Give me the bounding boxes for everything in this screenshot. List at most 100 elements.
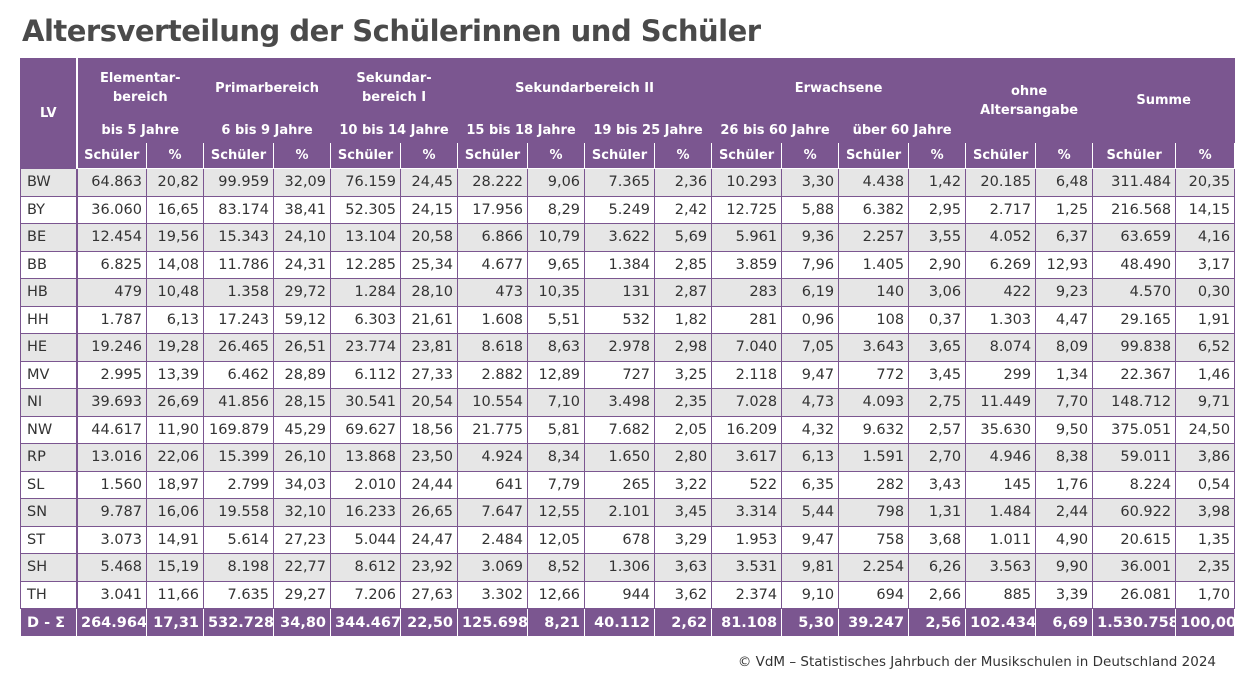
cell-count: 13.104: [330, 223, 402, 252]
cell-percent: 8,52: [527, 553, 586, 582]
cell-count: 1.484: [965, 498, 1037, 527]
cell-count: 265: [584, 471, 656, 499]
header-sekundarbereich-2: Sekundarbereich II: [457, 58, 713, 118]
cell-count: 532: [584, 306, 656, 334]
cell-count: 3.531: [711, 553, 783, 582]
cell-count: 422: [965, 278, 1037, 307]
header-schueler: Schüler: [330, 142, 402, 169]
header-sekundarbereich-1: Sekundar- bereich I: [330, 58, 459, 118]
cell-percent: 9,36: [781, 223, 840, 252]
cell-percent: 19,56: [145, 223, 205, 252]
page-title: Altersverteilung der Schülerinnen und Sc…: [22, 14, 761, 48]
cell-count: 282: [838, 471, 910, 499]
total-count: 264.964: [76, 608, 147, 637]
cell-percent: 45,29: [273, 416, 332, 444]
cell-percent: 12,93: [1035, 251, 1094, 279]
cell-count: 3.069: [457, 553, 529, 582]
cell-count: 944: [584, 581, 656, 609]
cell-percent: 9,81: [781, 553, 840, 582]
cell-percent: 32,09: [273, 168, 332, 197]
cell-count: 216.568: [1092, 196, 1177, 224]
cell-count: 10.293: [711, 168, 783, 197]
cell-count: 5.044: [330, 526, 402, 554]
cell-count: 479: [76, 278, 147, 307]
cell-count: 21.775: [457, 416, 529, 444]
cell-count: 23.774: [330, 333, 402, 362]
cell-count: 3.859: [711, 251, 783, 279]
cell-count: 63.659: [1092, 223, 1177, 252]
cell-percent: 8,34: [527, 443, 586, 472]
cell-count: 4.924: [457, 443, 529, 472]
table-row: RP 13.016 22,06 15.399 26,10 13.868 23,50 4.924…: [20, 443, 1236, 472]
cell-percent: 2,36: [654, 168, 713, 197]
cell-count: 7.682: [584, 416, 656, 444]
row-state-code: BY: [20, 196, 78, 224]
header-percent: %: [400, 142, 459, 169]
cell-count: 3.073: [76, 526, 147, 554]
cell-count: 13.016: [76, 443, 147, 472]
cell-percent: 20,54: [400, 388, 459, 417]
cell-count: 6.112: [330, 361, 402, 389]
header-schueler: Schüler: [838, 142, 910, 169]
row-state-code: BE: [20, 223, 78, 252]
cell-count: 41.856: [203, 388, 275, 417]
cell-percent: 9,50: [1035, 416, 1094, 444]
header-percent: %: [1035, 142, 1094, 169]
cell-count: 9.632: [838, 416, 910, 444]
cell-count: 772: [838, 361, 910, 389]
total-percent: 6,69: [1035, 608, 1094, 637]
cell-percent: 7,10: [527, 388, 586, 417]
cell-percent: 7,70: [1035, 388, 1094, 417]
cell-percent: 9,47: [781, 526, 840, 554]
cell-percent: 1,76: [1035, 471, 1094, 499]
header-percent: %: [654, 142, 713, 169]
cell-count: 727: [584, 361, 656, 389]
cell-count: 16.209: [711, 416, 783, 444]
cell-count: 3.563: [965, 553, 1037, 582]
cell-count: 169.879: [203, 416, 275, 444]
cell-percent: 2,70: [908, 443, 967, 472]
cell-count: 15.343: [203, 223, 275, 252]
cell-percent: 27,23: [273, 526, 332, 554]
cell-percent: 20,35: [1175, 168, 1236, 197]
total-percent: 100,00: [1175, 608, 1236, 637]
cell-count: 7.206: [330, 581, 402, 609]
cell-count: 108: [838, 306, 910, 334]
total-percent: 2,56: [908, 608, 967, 637]
cell-count: 375.051: [1092, 416, 1177, 444]
header-percent: %: [908, 142, 967, 169]
table-row: BE 12.454 19,56 15.343 24,10 13.104 20,58 6.866…: [20, 223, 1236, 252]
cell-percent: 1,31: [908, 498, 967, 527]
cell-count: 2.717: [965, 196, 1037, 224]
total-percent: 34,80: [273, 608, 332, 637]
cell-count: 99.838: [1092, 333, 1177, 362]
cell-percent: 3,45: [654, 498, 713, 527]
cell-count: 5.614: [203, 526, 275, 554]
cell-percent: 26,10: [273, 443, 332, 472]
cell-percent: 4,16: [1175, 223, 1236, 252]
cell-percent: 24,31: [273, 251, 332, 279]
cell-count: 8.224: [1092, 471, 1177, 499]
cell-count: 2.799: [203, 471, 275, 499]
cell-count: 6.269: [965, 251, 1037, 279]
cell-percent: 3,29: [654, 526, 713, 554]
cell-percent: 1,34: [1035, 361, 1094, 389]
cell-percent: 28,89: [273, 361, 332, 389]
cell-percent: 4,73: [781, 388, 840, 417]
row-state-code: NW: [20, 416, 78, 444]
header-age-range: über 60 Jahre: [838, 117, 967, 143]
cell-count: 1.303: [965, 306, 1037, 334]
table-row: BB 6.825 14,08 11.786 24,31 12.285 25,34 4.677 9…: [20, 251, 1236, 279]
cell-percent: 12,89: [527, 361, 586, 389]
cell-percent: 5,88: [781, 196, 840, 224]
header-elementarbereich: Elementar- bereich: [75, 58, 205, 118]
cell-count: 15.399: [203, 443, 275, 472]
cell-percent: 3,30: [781, 168, 840, 197]
cell-percent: 11,90: [145, 416, 205, 444]
cell-percent: 29,27: [273, 581, 332, 609]
cell-percent: 24,44: [400, 471, 459, 499]
table-row: NW 44.617 11,90 169.879 45,29 69.627 18,56 21.7…: [20, 416, 1236, 444]
total-percent: 2,62: [654, 608, 713, 637]
cell-percent: 7,05: [781, 333, 840, 362]
cell-count: 2.484: [457, 526, 529, 554]
